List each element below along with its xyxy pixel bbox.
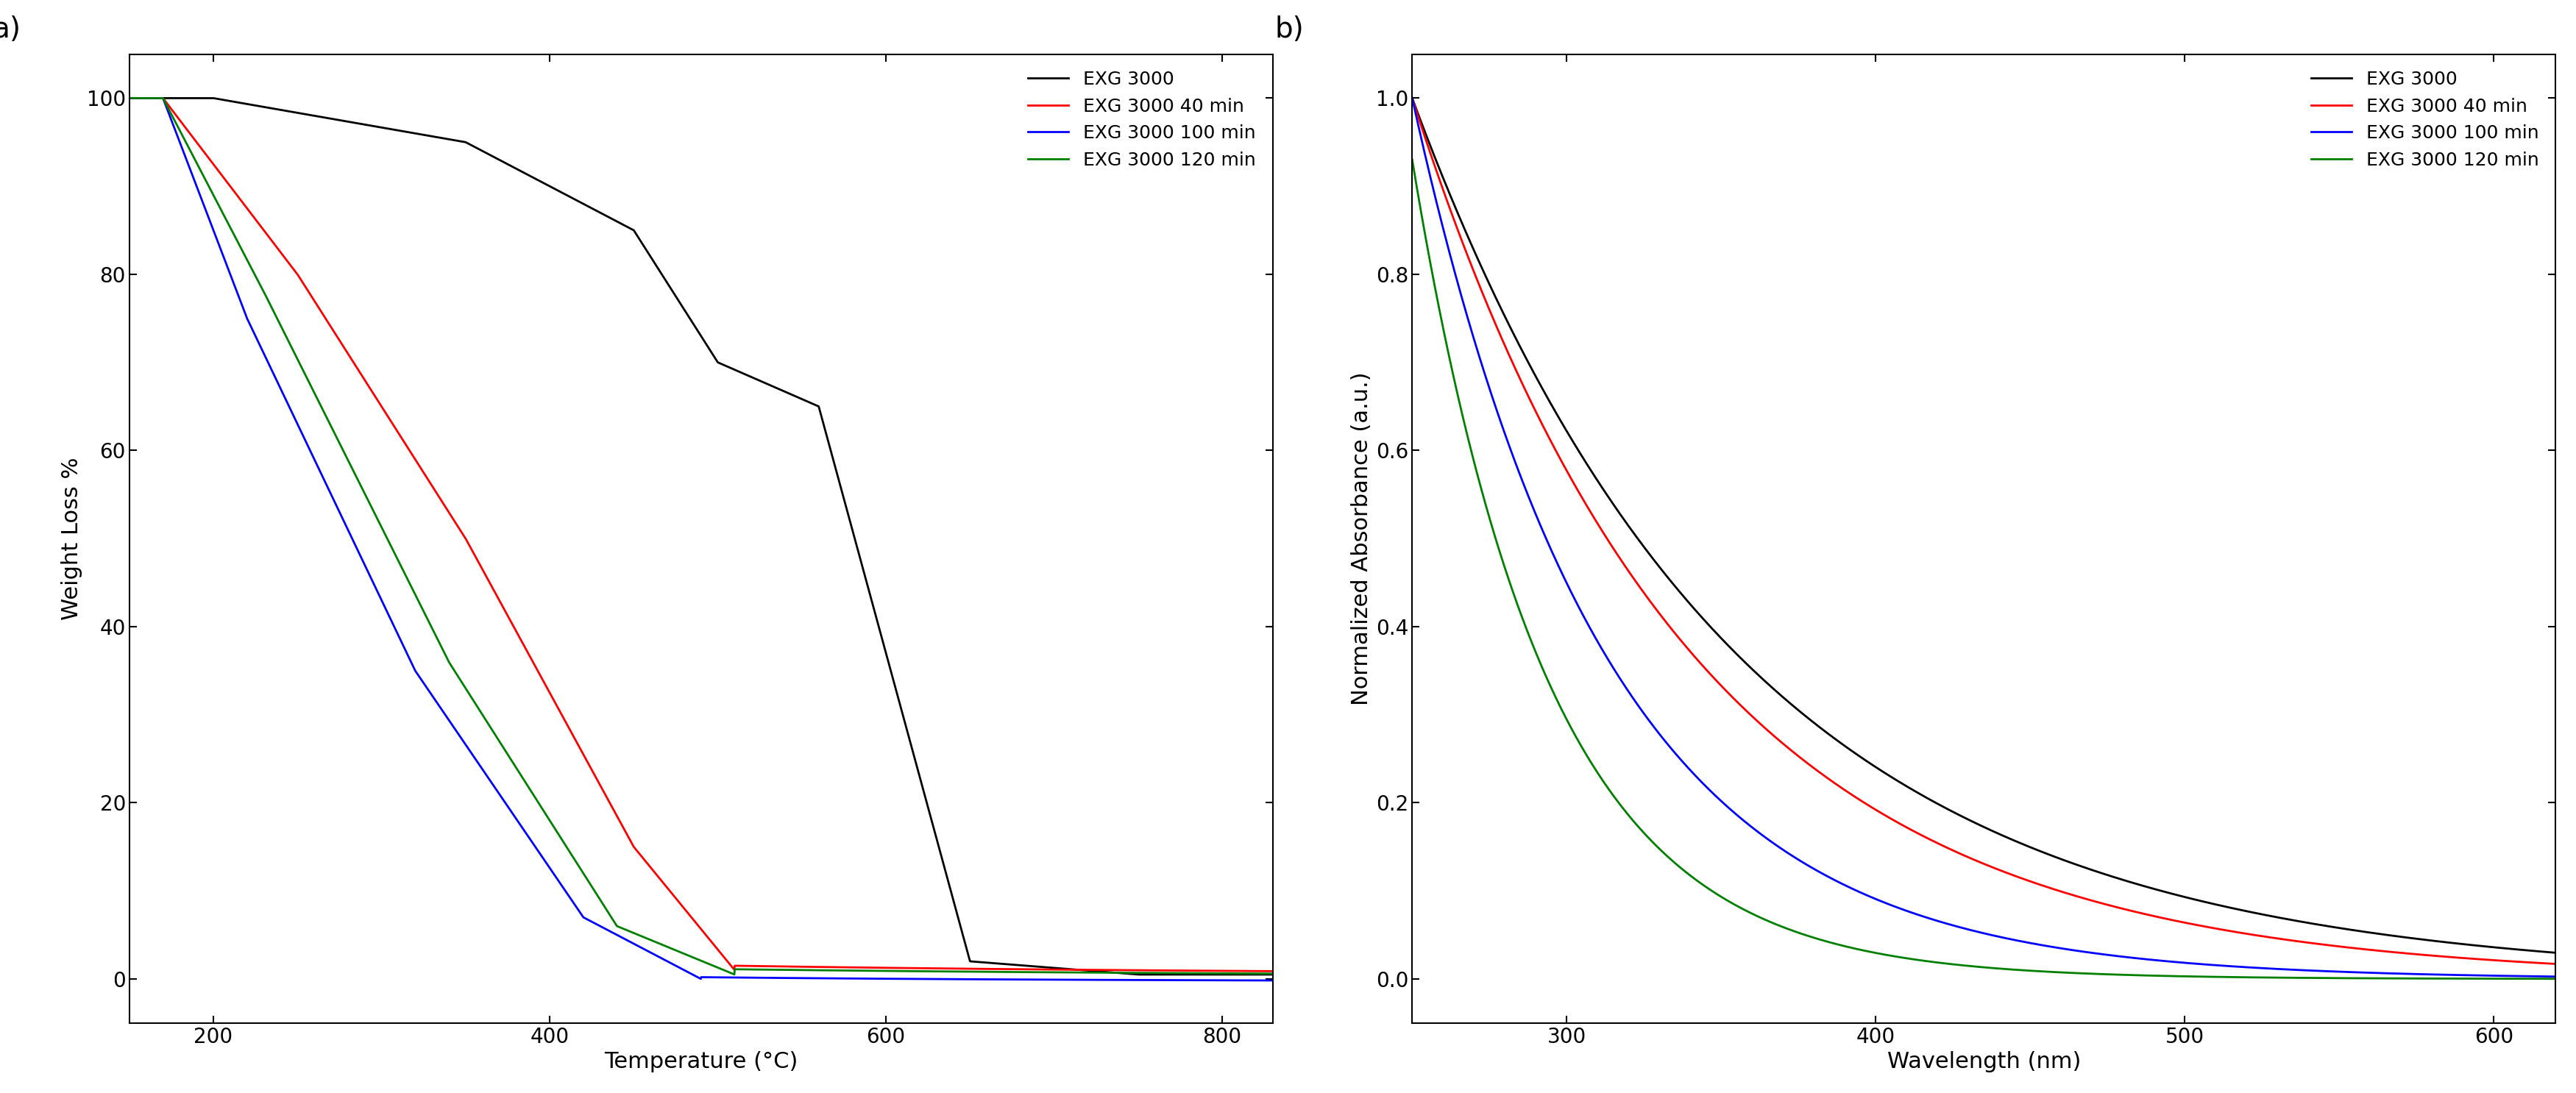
EXG 3000 120 min <box>2048 966 2079 979</box>
EXG 3000 <box>245 99 276 113</box>
EXG 3000 <box>1883 774 1914 787</box>
Text: a): a) <box>0 15 21 44</box>
EXG 3000 40 min <box>1257 965 1288 978</box>
EXG 3000 40 min <box>2048 885 2079 898</box>
EXG 3000 <box>1113 967 1144 980</box>
EXG 3000 120 min <box>1533 672 1564 685</box>
EXG 3000 100 min <box>1883 901 1914 914</box>
EXG 3000 100 min <box>245 339 276 352</box>
EXG 3000 40 min <box>1883 815 1914 828</box>
EXG 3000 120 min <box>245 278 276 291</box>
EXG 3000 100 min <box>1906 909 1937 922</box>
EXG 3000 <box>1234 968 1265 982</box>
EXG 3000 40 min <box>551 719 582 732</box>
EXG 3000 120 min <box>1257 967 1288 980</box>
EXG 3000 40 min <box>312 315 343 328</box>
EXG 3000 40 min <box>603 810 634 823</box>
EXG 3000 <box>113 92 144 105</box>
EXG 3000 100 min <box>603 929 634 942</box>
EXG 3000 100 min <box>1533 534 1564 548</box>
EXG 3000 100 min <box>2540 969 2571 983</box>
Legend: EXG 3000, EXG 3000 40 min, EXG 3000 100 min, EXG 3000 120 min: EXG 3000, EXG 3000 40 min, EXG 3000 100 … <box>1020 63 1262 176</box>
EXG 3000 <box>1396 92 1427 105</box>
EXG 3000 120 min <box>1113 966 1144 979</box>
X-axis label: Wavelength (nm): Wavelength (nm) <box>1888 1051 2081 1072</box>
Text: b): b) <box>1275 15 1303 44</box>
EXG 3000 40 min <box>1486 330 1517 343</box>
X-axis label: Temperature (°C): Temperature (°C) <box>605 1051 799 1072</box>
Line: EXG 3000 120 min: EXG 3000 120 min <box>1412 160 2555 978</box>
EXG 3000 100 min <box>113 92 144 105</box>
EXG 3000 100 min <box>551 888 582 901</box>
EXG 3000 100 min <box>1927 916 1958 929</box>
EXG 3000 100 min <box>1257 974 1288 987</box>
EXG 3000 120 min <box>312 413 343 426</box>
EXG 3000 <box>551 189 582 202</box>
EXG 3000 40 min <box>1113 964 1144 977</box>
EXG 3000 <box>312 111 343 125</box>
EXG 3000 100 min <box>1234 974 1265 987</box>
Legend: EXG 3000, EXG 3000 40 min, EXG 3000 100 min, EXG 3000 120 min: EXG 3000, EXG 3000 40 min, EXG 3000 100 … <box>2303 63 2545 176</box>
Line: EXG 3000: EXG 3000 <box>1412 98 2555 953</box>
EXG 3000 100 min <box>1396 92 1427 105</box>
EXG 3000 120 min <box>603 919 634 932</box>
EXG 3000 100 min <box>2048 942 2079 955</box>
EXG 3000 <box>2540 947 2571 960</box>
Line: EXG 3000 120 min: EXG 3000 120 min <box>129 98 1273 975</box>
EXG 3000 120 min <box>1906 954 1937 967</box>
EXG 3000 120 min <box>1396 153 1427 166</box>
EXG 3000 <box>1486 302 1517 315</box>
EXG 3000 100 min <box>1113 974 1144 987</box>
EXG 3000 <box>2048 854 2079 867</box>
Y-axis label: Normalized Absorbance (a.u.): Normalized Absorbance (a.u.) <box>1350 372 1373 705</box>
EXG 3000 120 min <box>1234 967 1265 980</box>
EXG 3000 120 min <box>551 843 582 856</box>
EXG 3000 40 min <box>245 219 276 232</box>
EXG 3000 40 min <box>1927 838 1958 851</box>
Y-axis label: Weight Loss %: Weight Loss % <box>62 457 82 620</box>
Line: EXG 3000 100 min: EXG 3000 100 min <box>129 98 1273 980</box>
Line: EXG 3000: EXG 3000 <box>129 98 1273 975</box>
EXG 3000 40 min <box>1396 92 1427 105</box>
EXG 3000 40 min <box>1234 964 1265 977</box>
EXG 3000 120 min <box>1927 956 1958 969</box>
EXG 3000 120 min <box>2540 972 2571 985</box>
EXG 3000 120 min <box>1486 549 1517 562</box>
EXG 3000 40 min <box>1533 427 1564 440</box>
EXG 3000 <box>1123 968 1154 982</box>
EXG 3000 100 min <box>312 481 343 494</box>
Line: EXG 3000 100 min: EXG 3000 100 min <box>1412 98 2555 976</box>
Line: EXG 3000 40 min: EXG 3000 40 min <box>1412 98 2555 964</box>
EXG 3000 120 min <box>719 968 750 982</box>
EXG 3000 120 min <box>113 92 144 105</box>
EXG 3000 <box>1906 788 1937 801</box>
EXG 3000 <box>1257 968 1288 982</box>
EXG 3000 40 min <box>1906 828 1937 842</box>
EXG 3000 100 min <box>1486 415 1517 428</box>
Line: EXG 3000 40 min: EXG 3000 40 min <box>129 98 1273 972</box>
EXG 3000 <box>1927 799 1958 812</box>
EXG 3000 40 min <box>113 92 144 105</box>
EXG 3000 40 min <box>2540 957 2571 971</box>
EXG 3000 <box>1533 391 1564 404</box>
EXG 3000 <box>603 215 634 228</box>
EXG 3000 120 min <box>1883 950 1914 963</box>
